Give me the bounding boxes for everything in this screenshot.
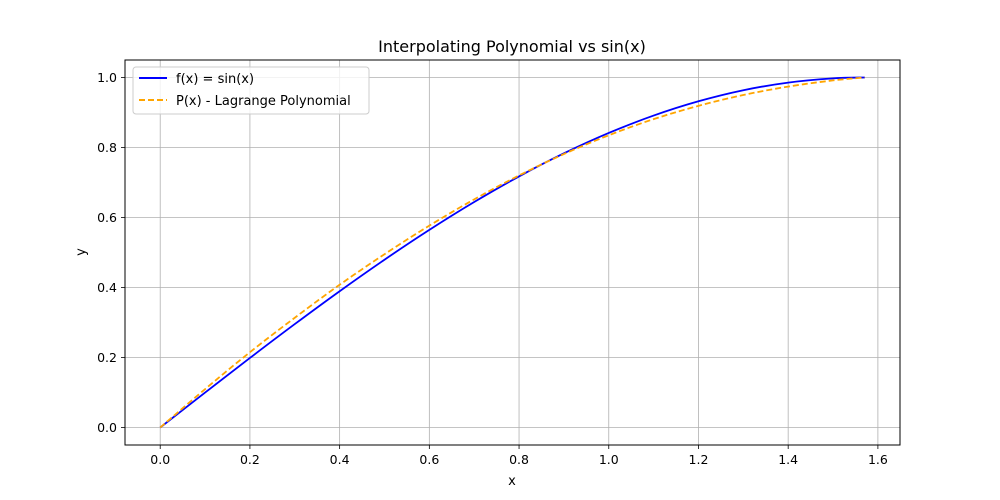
y-tick-label: 0.0 — [97, 420, 117, 435]
y-tick-label: 0.6 — [97, 210, 117, 225]
legend-label-lagrange: P(x) - Lagrange Polynomial — [176, 94, 351, 109]
series-line-sin — [159, 76, 865, 429]
legend-box — [132, 66, 370, 115]
chart-title: Interpolating Polynomial vs sin(x) — [378, 37, 646, 56]
grid-layer — [125, 60, 900, 445]
x-tick-label: 1.6 — [868, 452, 888, 467]
series-layer — [159, 76, 865, 429]
x-tick-label: 0.8 — [509, 452, 529, 467]
legend: f(x) = sin(x) P(x) - Lagrange Polynomial — [132, 66, 370, 115]
x-tick-label: 1.4 — [778, 452, 798, 467]
y-tick-label: 0.4 — [97, 280, 117, 295]
x-tick-label: 0.0 — [150, 452, 170, 467]
y-axis-label: y — [74, 248, 89, 256]
series-line-lagrange — [159, 76, 865, 429]
x-tick-label: 0.4 — [330, 452, 350, 467]
x-axis-label: x — [508, 474, 516, 489]
y-tick-label: 1.0 — [97, 70, 117, 85]
x-tick-label: 0.2 — [240, 452, 260, 467]
x-tick-label: 0.6 — [419, 452, 439, 467]
y-tick-label: 0.8 — [97, 140, 117, 155]
legend-label-sin: f(x) = sin(x) — [176, 72, 254, 87]
plot-frame — [124, 59, 901, 446]
x-tick-label: 1.0 — [599, 452, 619, 467]
y-tick-label: 0.2 — [97, 350, 117, 365]
tick-layer: 0.0 0.2 0.4 0.6 0.8 1.0 1.2 1.4 1.6 0.0 0.2 0.4 0.6 0… — [97, 70, 888, 467]
x-tick-label: 1.2 — [689, 452, 709, 467]
